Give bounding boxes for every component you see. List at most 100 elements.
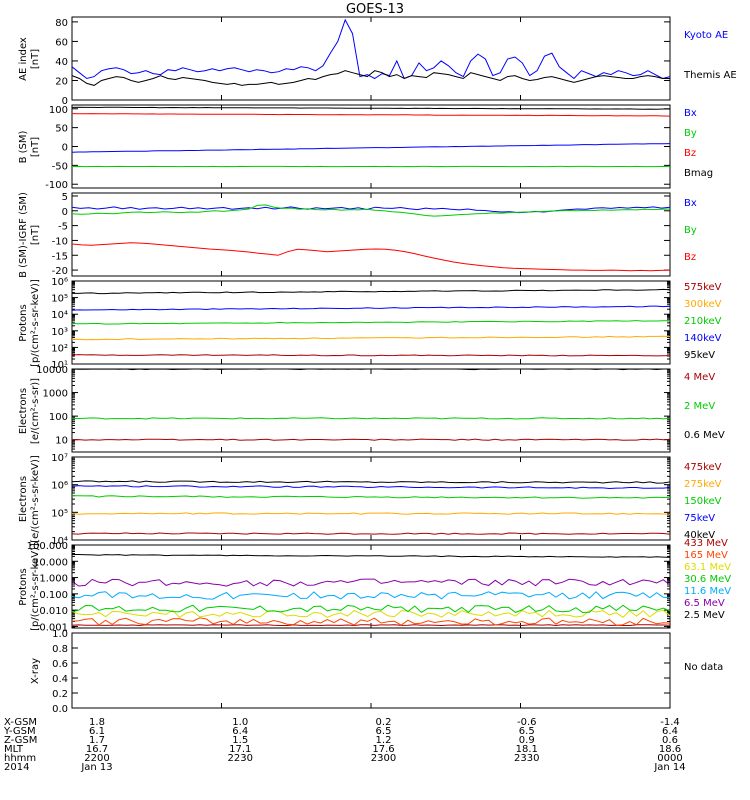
y-tick-label: 10⁴ [51,310,68,321]
legend-entry: By [684,128,697,139]
y-tick-label: 1.000 [39,574,68,585]
series-line [71,617,671,626]
y-tick-label: 10⁵ [51,508,68,519]
ephemeris-value: 18.6 [658,744,682,755]
series-line [71,485,671,490]
series-line [71,480,671,484]
legend-entry: 4 MeV [684,372,716,383]
legend-entry: 2.5 MeV [684,610,725,621]
series-line [71,106,670,110]
y-tick-label: 100 [49,412,68,423]
ephemeris-value: 1.8 [89,717,105,728]
legend-entry: 75keV [684,513,716,524]
legend-entry: 95keV [684,350,716,361]
legend-entry: Bx [684,108,697,119]
series-line [72,288,671,295]
panel-frame [71,104,671,189]
series-line [71,417,671,420]
legend-entry: 140keV [684,333,722,344]
panel-4: 10¹ 10² 10³ 10⁴ 10⁵ 10⁶ [51,277,671,371]
y-tick-label: 80 [55,18,68,29]
series-line [71,143,671,153]
y-tick-label: 0 [62,207,68,218]
legend-entry: 165 MeV [684,550,728,561]
panel-2: -100 -50 0 50 100 [45,104,671,191]
ephemeris-value: 1.2 [375,735,392,746]
y-tick-label: -5 [58,222,68,233]
y-tick-label: 100.000 [27,541,68,552]
series-line [71,578,671,587]
y-tick-label: 10² [51,343,68,354]
ephemeris-label: hhmm [4,753,37,764]
y-tick-label: 0.2 [52,689,68,700]
series-line [71,591,671,600]
ephemeris-value: -0.6 [516,717,537,728]
ephemeris-value: 6.4 [662,726,678,737]
panel-frame [71,192,671,277]
ephemeris-label: MLT [4,744,23,755]
ephemeris-value: 17.6 [372,744,395,755]
legend-entry: 30.6 MeV [684,574,732,585]
legend-entry: 2 MeV [684,401,716,412]
ephemeris-value: 1.7 [89,735,105,746]
legend-entry: 210keV [684,316,722,327]
legend-entry: 0.6 MeV [684,430,725,441]
series-line [71,320,670,325]
y-tick-label: 10.000 [33,557,68,568]
y-tick-label: 0.6 [52,659,68,670]
ephemeris-value: 1.0 [232,717,249,728]
y-axis-label: X-ray [30,616,42,726]
y-tick-label: 10⁶ [51,277,68,288]
legend-entry: By [684,225,697,236]
ephemeris-value: 2300 [370,753,397,764]
y-tick-label: 50 [55,124,68,135]
series-line [71,70,670,86]
y-tick-label: 0.0 [52,704,68,715]
y-tick-label: 10⁶ [51,481,68,492]
series-line [71,204,671,217]
y-tick-label: 0.010 [39,606,68,617]
y-tick-label: 60 [55,37,68,48]
y-tick-label: 10³ [51,327,68,338]
legend-entry: Bmag [684,168,714,179]
ephemeris-value: 1.5 [232,735,249,746]
series-line [71,368,670,371]
ephemeris-label: Y-GSM [4,726,36,737]
legend-entry: 475keV [684,462,722,473]
series-line [71,354,671,357]
legend-entry: 433 MeV [684,538,728,549]
series-line [71,305,671,311]
panel-frame [71,544,671,629]
panel-6: 10⁴ 10⁵ 10⁶ 10⁷ [51,453,671,547]
ephemeris-value: 17.1 [229,744,252,755]
legend-entry: 150keV [684,496,722,507]
y-tick-label: -10 [52,236,68,247]
ephemeris-value: 16.7 [85,744,109,755]
y-tick-label: 10¹ [51,360,68,371]
y-tick-label: 0 [62,96,68,107]
ephemeris-value: 2330 [514,753,540,764]
y-tick-label: 100 [49,105,68,116]
y-tick-label: 40 [55,57,68,68]
y-tick-label: 5 [62,192,68,203]
y-tick-label: 1000 [43,389,68,400]
ephemeris-value: Jan 14 [654,762,686,773]
ephemeris-value: 2230 [227,753,253,764]
y-tick-label: -15 [52,251,68,262]
y-tick-label: 10⁷ [51,453,68,464]
plot-title: GOES-13 [345,2,404,17]
ephemeris-value: 0.6 [662,735,678,746]
ephemeris-value: 6.5 [518,726,535,737]
no-data-note: No data [684,662,724,673]
y-tick-label: 10⁴ [51,536,68,547]
y-axis-label-line: Protons [18,567,29,606]
y-tick-label: 1.0 [52,629,68,640]
y-tick-label: 10⁵ [51,294,68,305]
ephemeris-value: 6.4 [232,726,249,737]
ephemeris-value: 0.2 [375,717,392,728]
y-tick-label: 0.4 [52,674,68,685]
legend-entry: 40keV [684,530,716,541]
ephemeris-value: 0.9 [518,735,535,746]
panel-8: 0.0 0.2 0.4 0.6 0.8 1.0 [52,629,671,715]
ephemeris-label: Z-GSM [4,735,38,746]
